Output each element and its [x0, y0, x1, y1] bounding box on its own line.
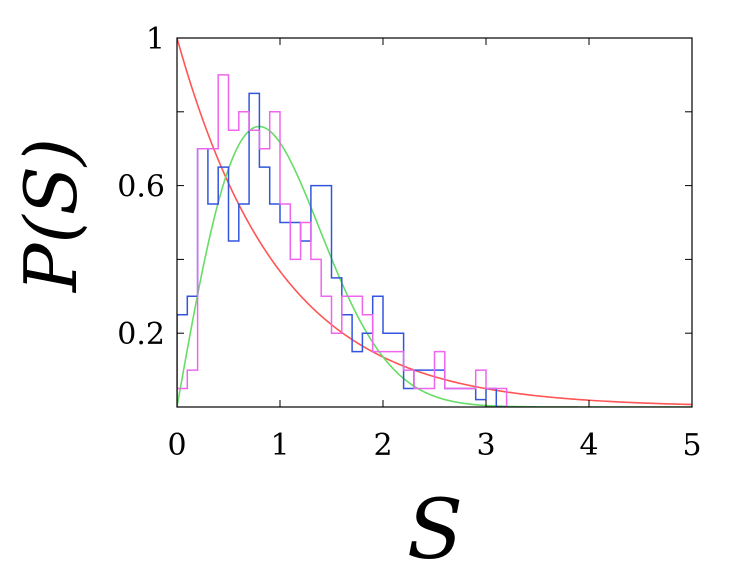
y-tick-label: 0.6	[117, 170, 165, 205]
x-tick-label: 5	[682, 428, 701, 463]
x-tick-label: 0	[167, 428, 186, 463]
axis-ticks: 0 1 2 3 4 5 0.2 0.6 1	[117, 22, 701, 463]
y-axis-title: P(S)	[9, 138, 93, 294]
series-group	[177, 37, 692, 407]
histogram-series-3	[177, 74, 508, 407]
y-tick-label: 0.2	[117, 317, 165, 352]
axes-frame	[176, 37, 693, 408]
x-tick-label: 3	[476, 428, 495, 463]
x-tick-label: 2	[373, 428, 392, 463]
plot-area	[177, 37, 692, 407]
x-tick-label: 1	[270, 428, 289, 463]
curve-series-1	[177, 125, 692, 407]
plot-frame	[176, 37, 693, 408]
y-tick-label: 1	[146, 22, 165, 57]
x-axis-title: S	[407, 483, 463, 577]
x-tick-label: 4	[579, 428, 598, 463]
histogram-series-2	[177, 92, 507, 407]
